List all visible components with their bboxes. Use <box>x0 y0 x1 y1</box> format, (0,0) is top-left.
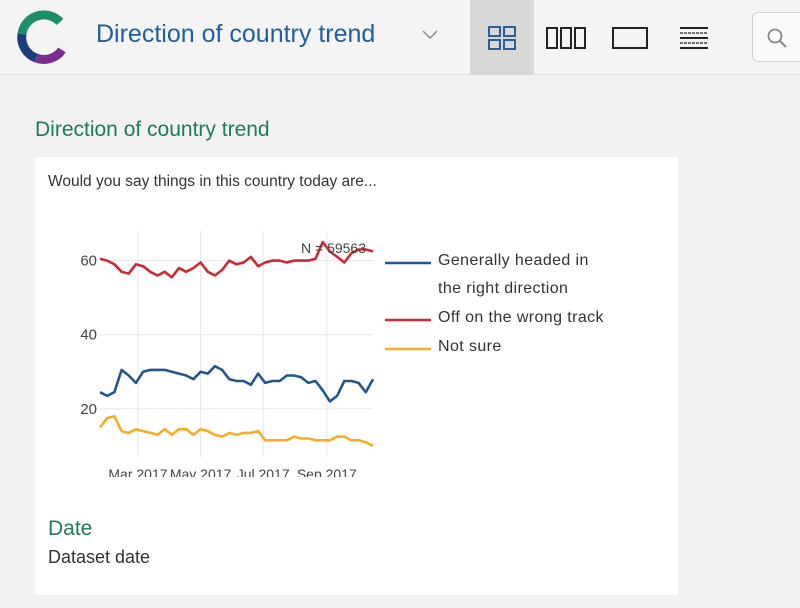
c-logo-icon[interactable] <box>14 10 70 66</box>
legend-label: Generally headed in <box>438 252 589 269</box>
top-bar: Direction of country trend <box>0 0 800 75</box>
grid-2x2-icon[interactable] <box>470 0 534 75</box>
trend-chart: 20 40 60 Mar 2017 May 2017 Jul 2017 Sep 2017 N … <box>80 231 605 477</box>
legend-label: the right direction <box>438 280 568 297</box>
y-tick-label: 20 <box>80 401 97 418</box>
date-heading: Date <box>48 517 93 540</box>
x-tick-label: Jul 2017 <box>237 466 290 477</box>
single-panel-icon[interactable] <box>598 0 662 75</box>
legend-label: Off on the wrong track <box>438 309 605 326</box>
question-text: Would you say things in this country tod… <box>48 173 377 190</box>
x-tick-label: Sep 2017 <box>297 466 357 477</box>
app-title[interactable]: Direction of country trend <box>96 20 376 48</box>
series-line <box>99 364 375 403</box>
section-title: Direction of country trend <box>35 118 270 141</box>
chevron-down-icon[interactable] <box>420 25 440 45</box>
legend-label: Not sure <box>438 338 502 355</box>
chart-card: Would you say things in this country tod… <box>35 157 678 595</box>
rows-list-icon[interactable] <box>662 0 726 75</box>
sample-size-annotation: N = 59563 <box>301 240 366 256</box>
x-tick-label: Mar 2017 <box>108 466 167 477</box>
search-button[interactable] <box>752 12 800 62</box>
columns-3-icon[interactable] <box>534 0 598 75</box>
y-tick-label: 40 <box>80 327 97 344</box>
series-line <box>99 240 374 279</box>
search-icon <box>767 28 787 48</box>
date-value: Dataset date <box>48 547 151 567</box>
y-tick-label: 60 <box>80 253 97 270</box>
x-tick-label: May 2017 <box>170 466 232 477</box>
series-line <box>98 414 374 448</box>
